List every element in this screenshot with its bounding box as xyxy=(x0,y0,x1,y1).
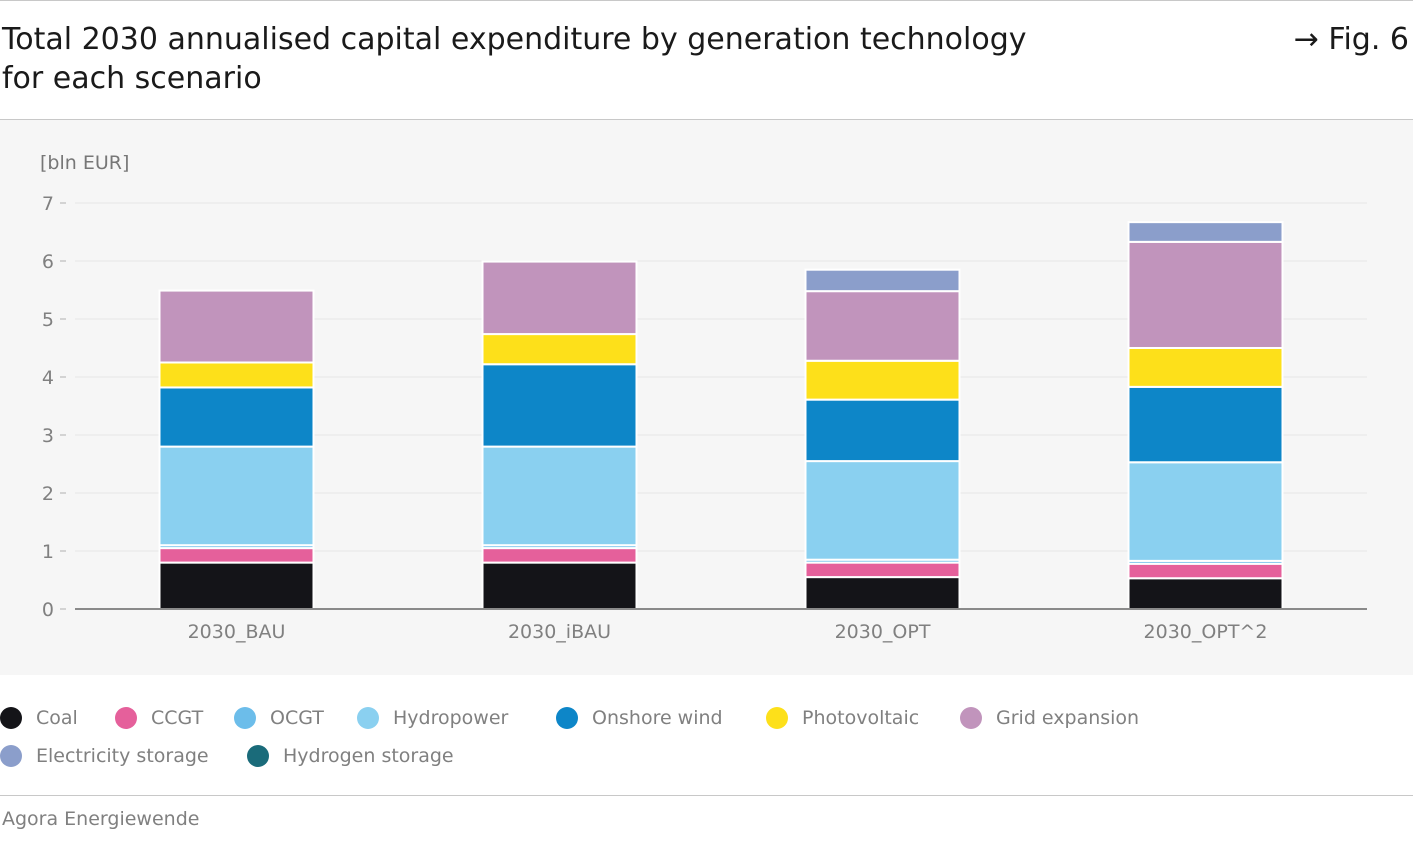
legend-item-ocgt[interactable]: OCGT xyxy=(234,705,324,731)
y-tick-label: 1 xyxy=(42,541,54,563)
bar-segment-ccgt[interactable] xyxy=(1127,562,1284,580)
chart-title-line-2: for each scenario xyxy=(2,61,262,96)
x-axis-categories: 2030_BAU 2030_iBAU 2030_OPT 2030_OPT^2 xyxy=(188,621,1268,643)
legend-swatch xyxy=(960,707,982,729)
bar-segment-coal[interactable] xyxy=(481,561,638,611)
bar-segment-grid-expansion[interactable] xyxy=(481,260,638,336)
legend-swatch xyxy=(0,707,22,729)
bar-stack-3 xyxy=(1127,221,1284,611)
legend-swatch xyxy=(247,745,269,767)
figure-reference-link[interactable]: → Fig. 6 xyxy=(1293,22,1409,57)
bar-stack-2 xyxy=(804,268,961,611)
chart-title: Total 2030 annualised capital expenditur… xyxy=(2,20,1152,98)
legend-label: Electricity storage xyxy=(36,745,209,767)
legend-item-hydrogen-storage[interactable]: Hydrogen storage xyxy=(247,743,454,769)
bar-stack-1 xyxy=(481,260,638,611)
chart-title-line-1: Total 2030 annualised capital expenditur… xyxy=(2,22,1027,57)
bar-segment-coal[interactable] xyxy=(1127,577,1284,611)
bar-segment-onshore-wind[interactable] xyxy=(804,398,961,463)
legend-swatch xyxy=(234,707,256,729)
bar-segment-photovoltaic[interactable] xyxy=(158,361,315,389)
legend-item-coal[interactable]: Coal xyxy=(0,705,78,731)
legend-label: Coal xyxy=(36,707,78,729)
legend-item-hydropower[interactable]: Hydropower xyxy=(357,705,508,731)
bar-stack-0 xyxy=(158,289,315,611)
bar-segment-ccgt[interactable] xyxy=(481,547,638,564)
bar-segment-hydropower[interactable] xyxy=(804,460,961,561)
bars xyxy=(158,221,1284,611)
title-rule xyxy=(0,119,1413,120)
bar-segment-hydropower[interactable] xyxy=(481,445,638,547)
legend-label: CCGT xyxy=(151,707,204,729)
legend-item-electricity-storage[interactable]: Electricity storage xyxy=(0,743,209,769)
y-tick-label: 3 xyxy=(42,425,54,447)
legend-swatch xyxy=(556,707,578,729)
y-axis-ticks: 0 1 2 3 4 5 6 7 xyxy=(42,193,54,621)
y-tick-label: 2 xyxy=(42,483,54,505)
y-tick-label: 4 xyxy=(42,367,54,389)
bar-segment-ccgt[interactable] xyxy=(804,561,961,579)
legend-swatch xyxy=(766,707,788,729)
bottom-rule xyxy=(0,795,1413,796)
y-tick-label: 7 xyxy=(42,193,54,215)
legend-label: Onshore wind xyxy=(592,707,723,729)
legend-item-photovoltaic[interactable]: Photovoltaic xyxy=(766,705,919,731)
y-tick-label: 5 xyxy=(42,309,54,331)
y-axis-unit-label: [bln EUR] xyxy=(40,152,129,174)
bar-segment-electricity-storage[interactable] xyxy=(804,268,961,293)
legend-swatch xyxy=(0,745,22,767)
bar-segment-onshore-wind[interactable] xyxy=(158,386,315,448)
bar-segment-ccgt[interactable] xyxy=(158,547,315,564)
chart-panel: 0 1 2 3 4 5 6 7 2030_BAU 2030_iBAU 2030_OPT 2030_O… xyxy=(0,120,1413,675)
legend-label: Hydrogen storage xyxy=(283,745,454,767)
legend-label: OCGT xyxy=(270,707,324,729)
legend-label: Hydropower xyxy=(393,707,509,729)
legend-swatch xyxy=(115,707,137,729)
bar-segment-grid-expansion[interactable] xyxy=(1127,240,1284,349)
bar-segment-coal[interactable] xyxy=(158,561,315,611)
top-rule xyxy=(0,0,1413,1)
bar-segment-coal[interactable] xyxy=(804,576,961,611)
bar-segment-onshore-wind[interactable] xyxy=(1127,385,1284,464)
bar-segment-hydropower[interactable] xyxy=(1127,461,1284,562)
legend-item-onshore-wind[interactable]: Onshore wind xyxy=(556,705,723,731)
bar-segment-photovoltaic[interactable] xyxy=(1127,347,1284,388)
x-category-label: 2030_BAU xyxy=(188,621,286,643)
bar-segment-grid-expansion[interactable] xyxy=(158,289,315,364)
legend-label: Photovoltaic xyxy=(802,707,920,729)
x-category-label: 2030_OPT xyxy=(835,621,931,643)
legend-label: Grid expansion xyxy=(996,707,1140,729)
x-category-label: 2030_iBAU xyxy=(508,621,611,643)
y-tick-label: 0 xyxy=(42,599,54,621)
bar-segment-hydropower[interactable] xyxy=(158,445,315,547)
stacked-bar-chart: 0 1 2 3 4 5 6 7 2030_BAU 2030_iBAU 2030_OPT 2030_O… xyxy=(40,152,1367,643)
y-tick-label: 6 xyxy=(42,251,54,273)
legend-item-grid-expansion[interactable]: Grid expansion xyxy=(960,705,1139,731)
bar-segment-grid-expansion[interactable] xyxy=(804,290,961,362)
bar-segment-electricity-storage[interactable] xyxy=(1127,221,1284,243)
legend-item-ccgt[interactable]: CCGT xyxy=(115,705,203,731)
source-label: Agora Energiewende xyxy=(2,808,200,830)
x-category-label: 2030_OPT^2 xyxy=(1144,621,1268,643)
chart-legend: Coal CCGT OCGT Hydropower Onshore wind Photov… xyxy=(0,700,1413,780)
bar-segment-photovoltaic[interactable] xyxy=(481,333,638,366)
bar-segment-onshore-wind[interactable] xyxy=(481,363,638,448)
bar-segment-photovoltaic[interactable] xyxy=(804,359,961,401)
legend-swatch xyxy=(357,707,379,729)
